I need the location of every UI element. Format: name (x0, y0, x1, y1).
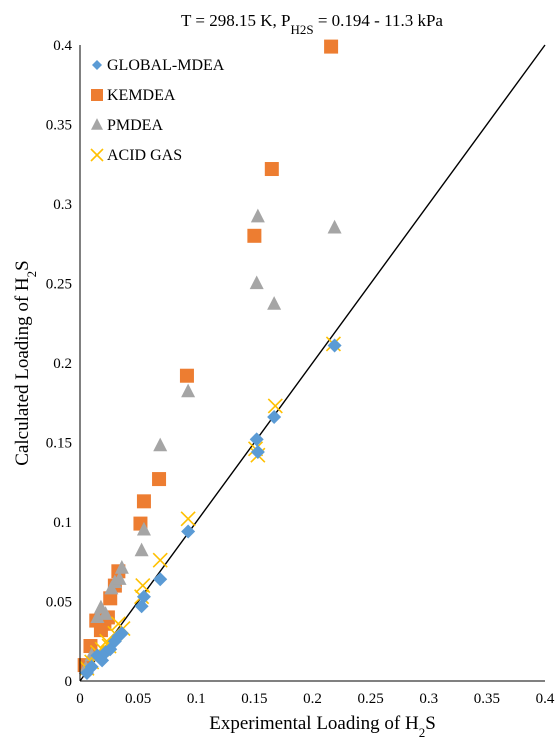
data-point-stroke-b (267, 398, 283, 414)
data-point (112, 571, 127, 585)
legend-marker-triangle-icon (91, 118, 103, 130)
legend-item: ACID GAS (90, 147, 182, 164)
data-point (136, 521, 151, 536)
data-point (267, 398, 283, 414)
data-point (250, 208, 265, 223)
data-point (114, 626, 129, 641)
x-tick-label: 0.3 (419, 691, 438, 707)
data-point (180, 511, 196, 527)
x-tick-label: 0.05 (125, 691, 151, 707)
x-tick-label: 0.15 (241, 691, 267, 707)
data-point (249, 275, 264, 290)
data-point (181, 383, 196, 398)
data-point (84, 659, 99, 674)
y-axis-label: Calculated Loading of H2S (12, 260, 39, 465)
data-points (77, 39, 342, 681)
x-tick-label: 0 (76, 691, 84, 707)
y-tick-label: 0.15 (46, 436, 72, 452)
y-tick-label: 0.05 (46, 595, 72, 611)
data-point (327, 219, 342, 234)
data-point (247, 228, 262, 243)
legend-item: PMDEA (91, 117, 163, 134)
legend-label: ACID GAS (107, 147, 182, 164)
chart-title: T = 298.15 K, PH2S = 0.194 - 11.3 kPa (181, 11, 443, 37)
parity-line (79, 44, 546, 682)
data-point (181, 524, 196, 539)
y-axis-ticks: 0 0.05 0.1 0.15 0.2 0.25 0.3 0.35 0.4 (46, 38, 73, 690)
title-text-main: T = 298.15 K, P (181, 11, 290, 30)
data-point (327, 338, 342, 353)
x-tick-label: 0.2 (303, 691, 322, 707)
y-label-text-tail: S (12, 260, 33, 271)
data-point (98, 606, 113, 620)
data-point (103, 591, 118, 606)
data-point (114, 560, 129, 574)
data-point (267, 296, 282, 310)
y-label-text-main: Calculated Loading of H (12, 277, 33, 466)
y-label-text: Calculated Loading of H2S (12, 260, 39, 465)
legend-label: GLOBAL-MDEA (107, 57, 225, 74)
data-point (134, 599, 149, 614)
data-point (136, 589, 151, 604)
data-point-stroke-b (135, 578, 151, 594)
data-point (179, 368, 194, 383)
title-text-sub: H2S (290, 22, 313, 37)
y-label-text-sub: 2 (24, 271, 39, 278)
x-tick-label: 0.35 (474, 691, 500, 707)
data-point (152, 552, 168, 568)
data-point (152, 472, 167, 487)
y-tick-label: 0.35 (46, 118, 72, 134)
y-tick-label: 0.2 (53, 356, 72, 372)
reference-line-group (79, 44, 546, 682)
axes (79, 45, 545, 682)
data-point (250, 445, 265, 460)
data-point-stroke-b (180, 511, 196, 527)
data-point (267, 410, 282, 425)
y-tick-label: 0 (65, 674, 73, 690)
y-tick-label: 0.3 (53, 197, 72, 213)
x-axis-ticks: 0 0.05 0.1 0.15 0.2 0.25 0.3 0.35 0.4 (76, 691, 555, 707)
data-point (153, 437, 168, 452)
legend-label: KEMDEA (107, 87, 176, 104)
series-global-mdea (79, 338, 342, 681)
x-tick-label: 0.4 (536, 691, 555, 707)
x-label-text-sub: 2 (419, 725, 426, 738)
legend-marker-square-icon (91, 89, 103, 101)
data-point (264, 162, 279, 177)
legend-item: GLOBAL-MDEA (92, 57, 225, 74)
series-acid-gas (79, 336, 341, 676)
y-tick-label: 0.1 (53, 515, 72, 531)
y-tick-label: 0.25 (46, 277, 72, 293)
y-tick-label: 0.4 (53, 38, 72, 54)
x-label-text: Experimental Loading of H2S (209, 713, 436, 738)
data-point (136, 494, 151, 509)
data-point (135, 578, 151, 594)
data-point (153, 572, 168, 587)
legend-marker-diamond-icon (92, 60, 102, 70)
x-tick-label: 0.25 (358, 691, 384, 707)
data-point-stroke-b (152, 552, 168, 568)
data-point (324, 39, 339, 54)
x-label-text-main: Experimental Loading of H (209, 713, 419, 734)
title-text: T = 298.15 K, PH2S = 0.194 - 11.3 kPa (181, 11, 443, 37)
x-label-text-tail: S (425, 713, 436, 734)
data-point (249, 432, 264, 447)
title-text-tail: = 0.194 - 11.3 kPa (314, 11, 444, 30)
legend-marker-x-icon-stroke-b (90, 148, 104, 162)
legend-label: PMDEA (107, 117, 163, 134)
series-pmdea (78, 208, 342, 674)
x-axis-label: Experimental Loading of H2S (209, 713, 436, 738)
legend: GLOBAL-MDEA KEMDEA PMDEA ACID GAS (90, 57, 225, 164)
legend-item: KEMDEA (91, 87, 176, 104)
legend-marker-x-icon (90, 148, 104, 162)
x-tick-label: 0.1 (187, 691, 206, 707)
data-point (134, 542, 149, 557)
